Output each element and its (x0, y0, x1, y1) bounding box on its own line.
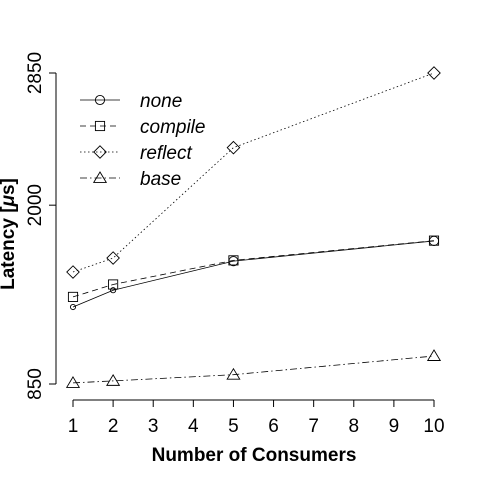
y-axis: 850 2000 2850 (25, 52, 57, 400)
legend-marker-none (94, 94, 106, 106)
x-tick-label-10: 10 (423, 416, 444, 437)
point-reflect-5 (226, 140, 241, 155)
legend-entry-compile: compile (80, 117, 205, 138)
legend-entry-none: none (80, 91, 182, 112)
x-tick-label-4: 4 (188, 416, 199, 437)
y-tick-label-2000: 2000 (25, 184, 46, 226)
legend-label-reflect: reflect (140, 143, 192, 164)
x-tick-label-9: 9 (389, 416, 400, 437)
x-tick-label-6: 6 (268, 416, 279, 437)
point-none-2 (110, 287, 117, 294)
series-line-reflect (72, 72, 435, 273)
point-reflect-10 (427, 66, 441, 80)
y-axis-title-suffix: s] (0, 178, 19, 195)
series-compile (67, 235, 440, 302)
y-tick-label-850: 850 (25, 368, 46, 400)
x-tick-label-1: 1 (68, 416, 79, 437)
series-line-compile (72, 240, 435, 298)
series-line-base (72, 355, 435, 384)
x-tick-label-8: 8 (348, 416, 359, 437)
y-axis-title-mu: μ (0, 194, 19, 207)
point-compile-2 (108, 279, 119, 290)
legend-label-compile: compile (140, 117, 205, 138)
point-base-5 (226, 367, 241, 380)
point-base-10 (426, 349, 442, 361)
series-base (65, 349, 442, 388)
legend-label-base: base (140, 169, 181, 190)
y-axis-title-prefix: Latency [ (0, 206, 19, 290)
x-axis: 1 2 3 4 5 6 7 8 9 10 (68, 399, 445, 437)
legend-entry-base: base (80, 169, 181, 190)
x-tick-label-3: 3 (148, 416, 159, 437)
y-tick-label-2850: 2850 (25, 52, 46, 94)
point-none-1 (69, 303, 77, 311)
series-layer (65, 66, 442, 388)
point-reflect-2 (106, 251, 120, 265)
y-axis-title: Latency [μs] (0, 178, 19, 290)
point-compile-10 (428, 235, 440, 246)
point-base-2 (106, 374, 121, 386)
point-base-1 (65, 376, 81, 388)
point-compile-5 (228, 255, 239, 266)
legend-marker-base (92, 171, 108, 183)
series-none (69, 235, 440, 311)
legend-label-none: none (140, 91, 182, 112)
point-compile-1 (67, 291, 79, 302)
x-axis-title: Number of Consumers (152, 445, 357, 466)
legend: none compile reflect base (80, 91, 205, 190)
series-line-none (72, 240, 435, 308)
x-tick-label-7: 7 (308, 416, 319, 437)
point-reflect-1 (66, 265, 80, 279)
series-reflect (66, 66, 441, 279)
legend-marker-reflect (93, 145, 107, 159)
x-tick-label-2: 2 (108, 416, 119, 437)
x-tick-label-5: 5 (228, 416, 239, 437)
legend-entry-reflect: reflect (80, 143, 192, 164)
legend-marker-compile (94, 120, 106, 132)
